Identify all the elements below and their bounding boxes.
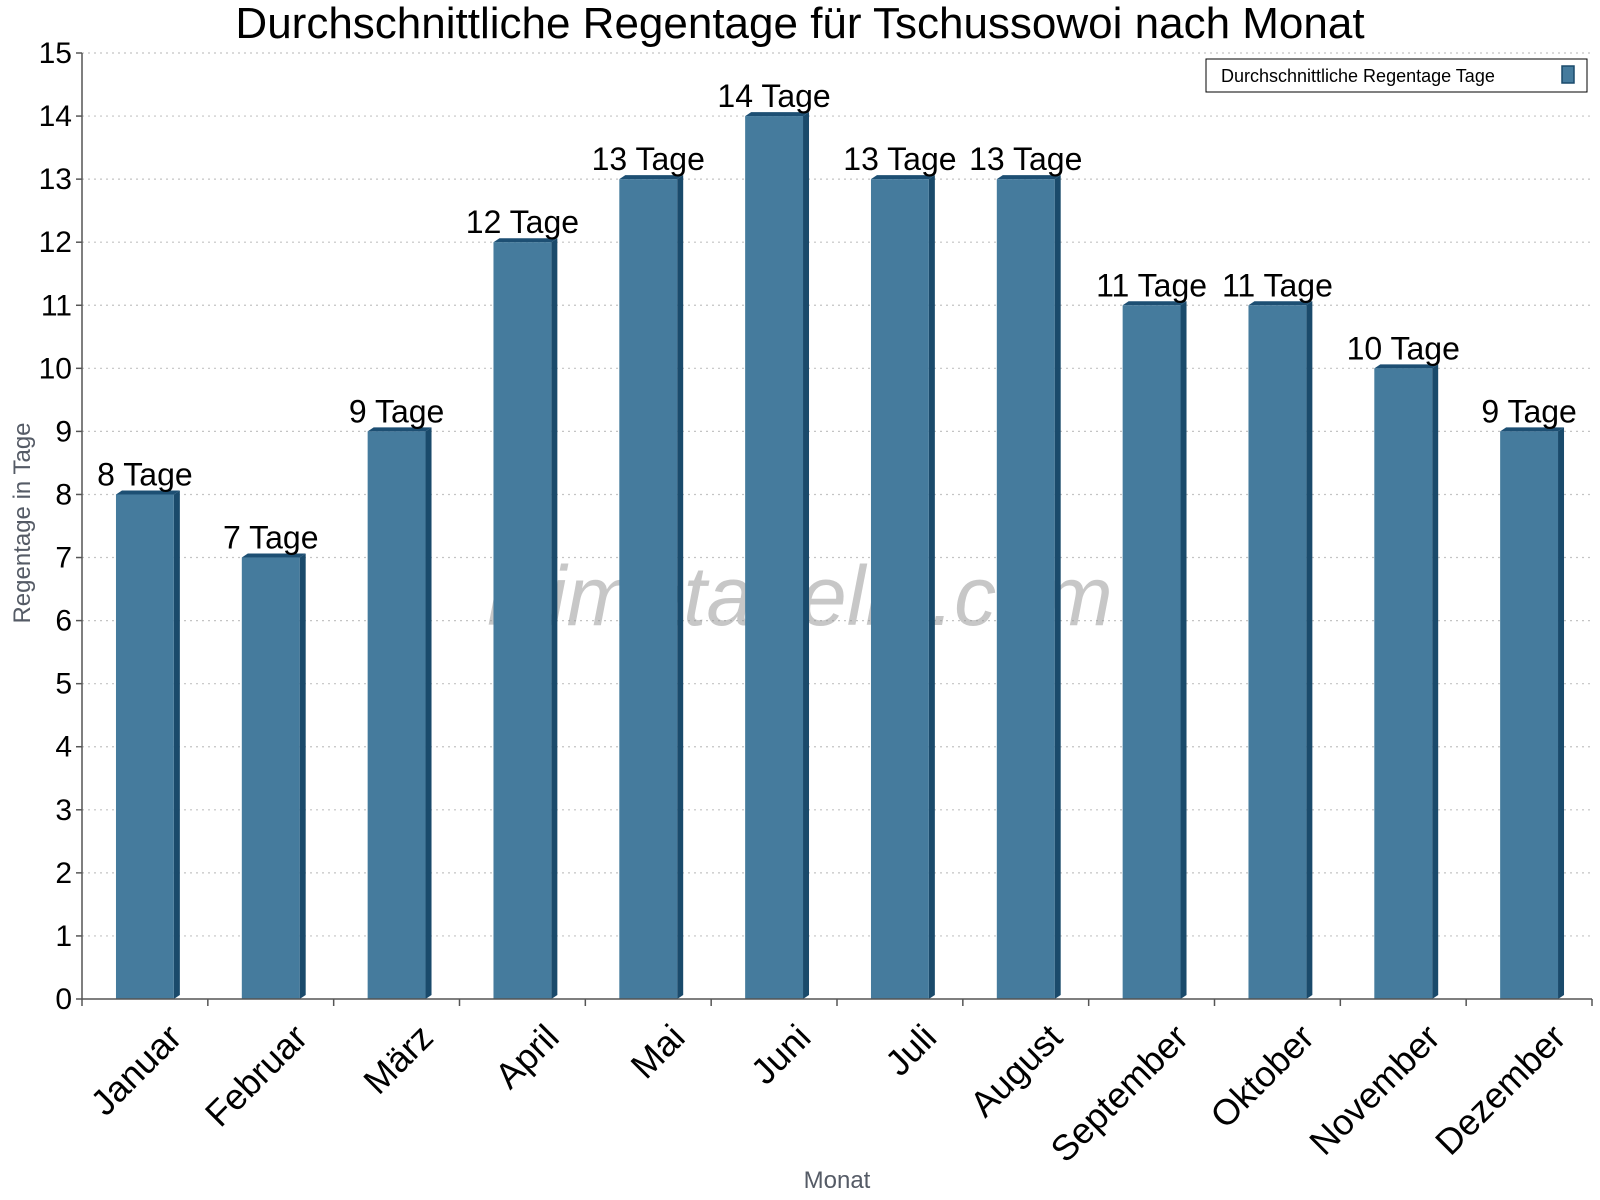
bar-top (1500, 427, 1565, 432)
data-label: 13 Tage (843, 141, 956, 177)
x-axis-label: Monat (804, 1167, 871, 1194)
legend-swatch (1561, 65, 1575, 84)
bar (619, 179, 678, 1000)
bar-series (115, 112, 1565, 1000)
x-tick-label: März (355, 1016, 441, 1102)
x-tick-label: September (1042, 1016, 1196, 1170)
data-label: 8 Tage (97, 456, 193, 492)
bar-side (1054, 175, 1061, 1000)
data-label: 11 Tage (1096, 267, 1207, 303)
bar (1248, 305, 1307, 999)
data-labels: 8 Tage 7 Tage 9 Tage 12 Tage 13 Tage 14 Tage 1… (97, 78, 1577, 555)
bar (745, 116, 804, 1000)
bar-side (1306, 301, 1313, 999)
bar-side (1180, 301, 1187, 999)
gridlines (82, 52, 1592, 937)
bar-side (1432, 364, 1439, 999)
x-tick-label: Mai (623, 1016, 693, 1086)
bar-top (493, 238, 558, 243)
bar-side (551, 238, 558, 999)
data-label: 9 Tage (1481, 393, 1577, 429)
y-tick-label: 10 (39, 352, 72, 385)
bar-top (1122, 301, 1187, 306)
bar-side (299, 553, 306, 999)
bar-top (1248, 301, 1313, 306)
data-label: 7 Tage (223, 520, 319, 556)
y-tick-label: 14 (39, 100, 72, 133)
y-tick-label: 9 (55, 415, 72, 448)
bar (1374, 368, 1433, 999)
data-label: 12 Tage (466, 204, 579, 240)
y-tick-label: 4 (55, 731, 72, 764)
bar-side (677, 175, 684, 1000)
bar-side (173, 490, 180, 999)
y-tick-label: 5 (55, 668, 72, 701)
bar-side (1558, 427, 1565, 999)
y-tick-label: 12 (39, 226, 72, 259)
y-tick-label: 2 (55, 857, 72, 890)
y-tick-label: 0 (55, 983, 72, 1016)
x-tick-label: Juli (877, 1016, 944, 1083)
y-tick-label: 7 (55, 542, 72, 575)
y-axis-label: Regentage in Tage (9, 422, 36, 623)
y-tick-label: 1 (55, 920, 72, 953)
x-tick-label: Oktober (1202, 1016, 1322, 1136)
data-label: 11 Tage (1222, 267, 1333, 303)
data-label: 13 Tage (969, 141, 1082, 177)
bar (493, 242, 552, 999)
bar-top (115, 490, 180, 495)
bar-side (425, 427, 432, 999)
y-tick-label: 8 (55, 478, 72, 511)
bar-side (803, 112, 810, 1000)
bar-top (745, 112, 810, 117)
data-label: 9 Tage (349, 393, 445, 429)
data-label: 13 Tage (592, 141, 705, 177)
bar-top (367, 427, 432, 432)
bar (996, 179, 1055, 1000)
bar (1122, 305, 1181, 999)
y-tick-label: 3 (55, 794, 72, 827)
bar-top (870, 175, 935, 180)
bar-top (619, 175, 684, 180)
y-tick-label: 11 (41, 289, 72, 322)
legend-label: Durchschnittliche Regentage Tage (1221, 66, 1495, 86)
x-tick-labels: Januar Februar März April Mai Juni Juli AugustS… (82, 1016, 1573, 1170)
y-tick-label: 13 (39, 163, 72, 196)
data-label: 10 Tage (1347, 330, 1460, 366)
bar (241, 557, 300, 999)
x-tick-label: April (487, 1016, 567, 1096)
bar (367, 431, 426, 999)
x-tick-label: Juni (743, 1016, 819, 1092)
y-tick-label: 6 (55, 605, 72, 638)
axes (76, 52, 1593, 1006)
bar-side (928, 175, 935, 1000)
bar-top (996, 175, 1061, 180)
data-label: 14 Tage (717, 78, 830, 114)
x-tick-label: Dezember (1427, 1016, 1573, 1162)
bar-top (1374, 364, 1439, 369)
x-tick-label: August (962, 1016, 1070, 1124)
bar (1500, 431, 1559, 999)
bar (115, 494, 174, 999)
y-tick-label: 15 (39, 37, 72, 70)
x-tick-label: Januar (82, 1016, 189, 1123)
bar (870, 179, 929, 1000)
bar-top (241, 553, 306, 558)
legend: Durchschnittliche Regentage Tage (1205, 58, 1588, 93)
x-tick-label: November (1301, 1016, 1447, 1162)
x-tick-label: Februar (197, 1016, 315, 1134)
chart-title: Durchschnittliche Regentage für Tschusso… (235, 0, 1364, 48)
legend-box (1205, 58, 1588, 93)
